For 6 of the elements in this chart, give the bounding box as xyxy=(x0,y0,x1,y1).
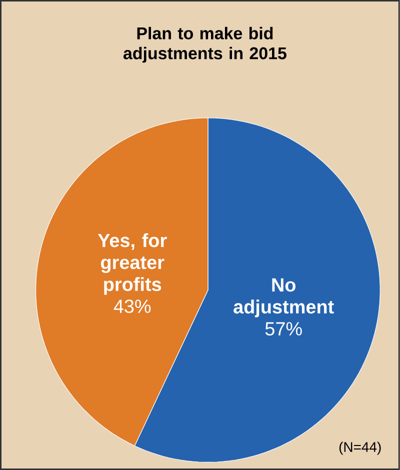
chart-title: Plan to make bid adjustments in 2015 xyxy=(124,26,286,63)
data-label: 43% xyxy=(114,300,151,314)
slice-label: Yes, for greater profits xyxy=(98,233,167,295)
slice-label: No adjustment xyxy=(234,278,334,318)
data-label: 57% xyxy=(265,322,302,336)
text: (N=44) xyxy=(339,442,381,455)
